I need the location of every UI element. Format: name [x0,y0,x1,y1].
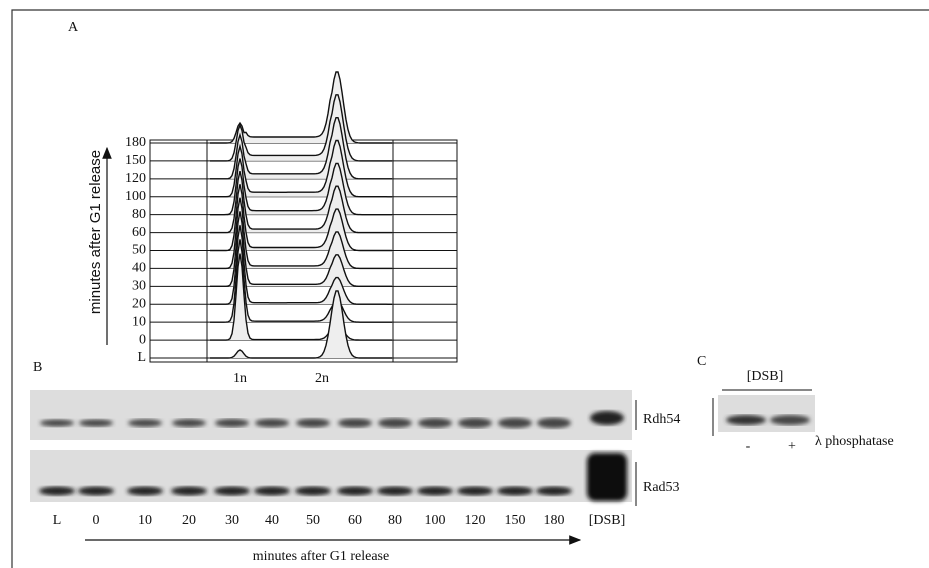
row-label: 120 [125,171,146,186]
lane-label: [DSB] [589,513,626,528]
band [458,418,492,428]
band [498,417,532,429]
band [295,486,331,496]
row-label: 80 [132,207,146,222]
frame [11,9,929,568]
band [536,486,572,496]
band [537,417,571,429]
histogram-curve [210,94,392,162]
histogram-curve [210,71,392,144]
lane-labels: L 0 10 20 30 40 50 60 80 100 120 150 180 [DSB] [53,513,626,528]
lane-label: 40 [265,513,279,528]
band [587,453,627,501]
blot [718,395,815,432]
lane-label: 10 [138,513,152,528]
panel-label: B [33,360,42,375]
histogram-curve [210,253,392,341]
band [296,418,330,428]
band [40,419,74,427]
band [78,486,114,496]
band [337,486,373,496]
blot-label: Rad53 [643,480,680,495]
band [127,486,163,496]
x-label: 1n [233,371,247,386]
row-label: 100 [125,189,146,204]
blot-label: Rdh54 [643,412,680,427]
lane-label: 80 [388,513,402,528]
lane-label: 30 [225,513,239,528]
row-label: 40 [132,261,146,276]
band [254,486,290,496]
x-label: 2n [315,371,329,386]
lane-label: 0 [93,513,100,528]
row-label: 150 [125,153,146,168]
row-label: 20 [132,296,146,311]
histogram-curve [210,211,392,287]
lane-label: + [788,439,796,454]
histogram-curve [210,197,392,270]
band [128,419,162,427]
histogram-curve [210,239,392,323]
band [172,419,206,427]
row-label: 10 [132,314,146,329]
row-label: 30 [132,279,146,294]
band [377,486,413,496]
y-axis-label: minutes after G1 release [87,150,104,314]
panel-label: A [68,20,79,35]
band [770,415,810,425]
bands [39,411,627,501]
band [39,486,75,496]
histogram-curve [209,225,392,305]
blot [30,390,632,440]
treatment-label: λ phosphatase [815,434,894,449]
band [378,418,412,428]
band [726,415,766,425]
band [338,418,372,428]
row-label: L [137,350,146,365]
histogram-curve [209,139,392,198]
lane-label: - [746,439,751,454]
band [214,486,250,496]
row-label: 60 [132,225,146,240]
lane-label: 50 [306,513,320,528]
lane-label: 20 [182,513,196,528]
band [417,486,453,496]
panel-label: C [697,354,706,369]
band [590,411,624,425]
header: [DSB] [747,369,784,384]
histogram-curve [210,117,392,180]
band [418,418,452,428]
band [171,486,207,496]
histogram-curve [210,158,392,216]
lane-label: 100 [425,513,446,528]
histogram-curve [210,290,392,359]
row-label: 0 [139,332,146,347]
band [255,418,289,428]
histogram-curve [210,171,392,234]
lane-label: 120 [465,513,486,528]
lane-label: 60 [348,513,362,528]
lane-label: 180 [544,513,565,528]
histogram-curve [210,184,392,252]
lane-label: 150 [505,513,526,528]
row-label: 50 [132,243,146,258]
x-axis-label: minutes after G1 release [253,549,389,564]
band [79,419,113,427]
lane-label: L [53,513,62,528]
band [215,418,249,428]
row-label: 180 [125,135,146,150]
band [497,486,533,496]
band [457,486,493,496]
